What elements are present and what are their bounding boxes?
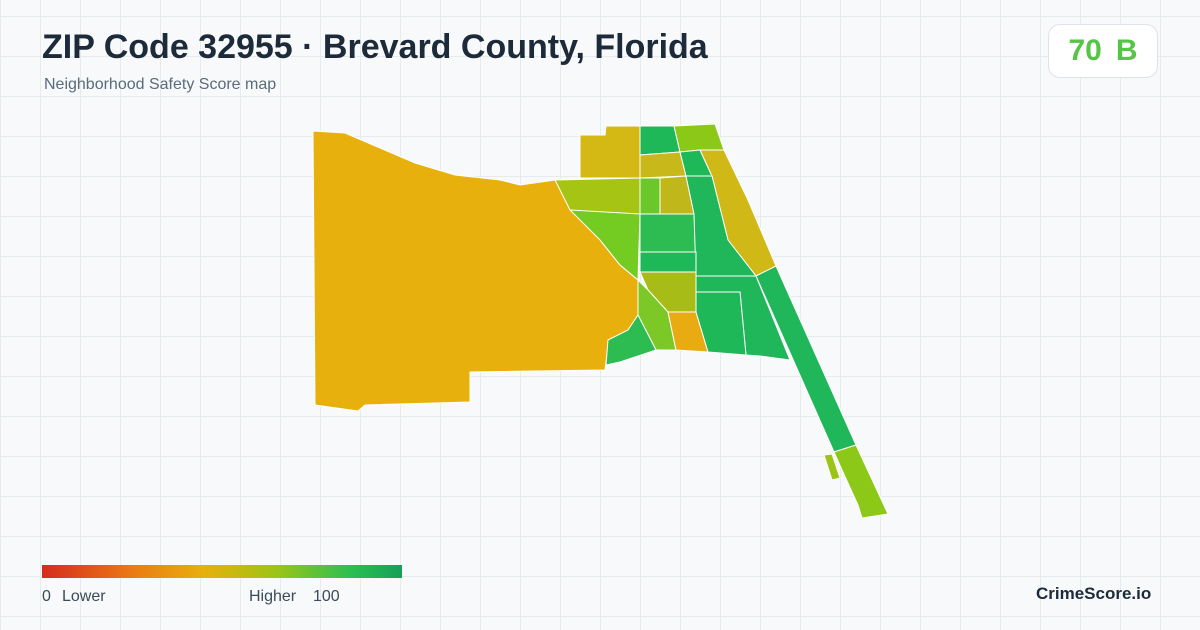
region [639, 213, 697, 253]
score-grade: B [1115, 34, 1138, 67]
subtitle: Neighborhood Safety Score map [44, 76, 277, 93]
legend-min-label: Lower [62, 588, 106, 605]
legend-gradient [42, 565, 402, 578]
brand: CrimeScore.io [1036, 584, 1152, 603]
region [568, 209, 641, 282]
region [695, 291, 747, 356]
region [639, 177, 661, 215]
title: ZIP Code 32955 · Brevard County, Florida [42, 28, 708, 66]
region [605, 314, 657, 366]
score-value: 70 [1068, 34, 1102, 67]
legend-min: 0 [42, 588, 51, 605]
legend-max: 100 [313, 588, 340, 605]
score-badge: 70 B [1048, 24, 1158, 78]
region [639, 125, 681, 156]
legend-max-label: Higher [249, 588, 297, 605]
region [755, 265, 857, 453]
region [833, 444, 889, 519]
region [639, 251, 697, 273]
region [579, 125, 641, 179]
region [639, 151, 687, 179]
region [823, 453, 841, 481]
region [673, 123, 725, 153]
